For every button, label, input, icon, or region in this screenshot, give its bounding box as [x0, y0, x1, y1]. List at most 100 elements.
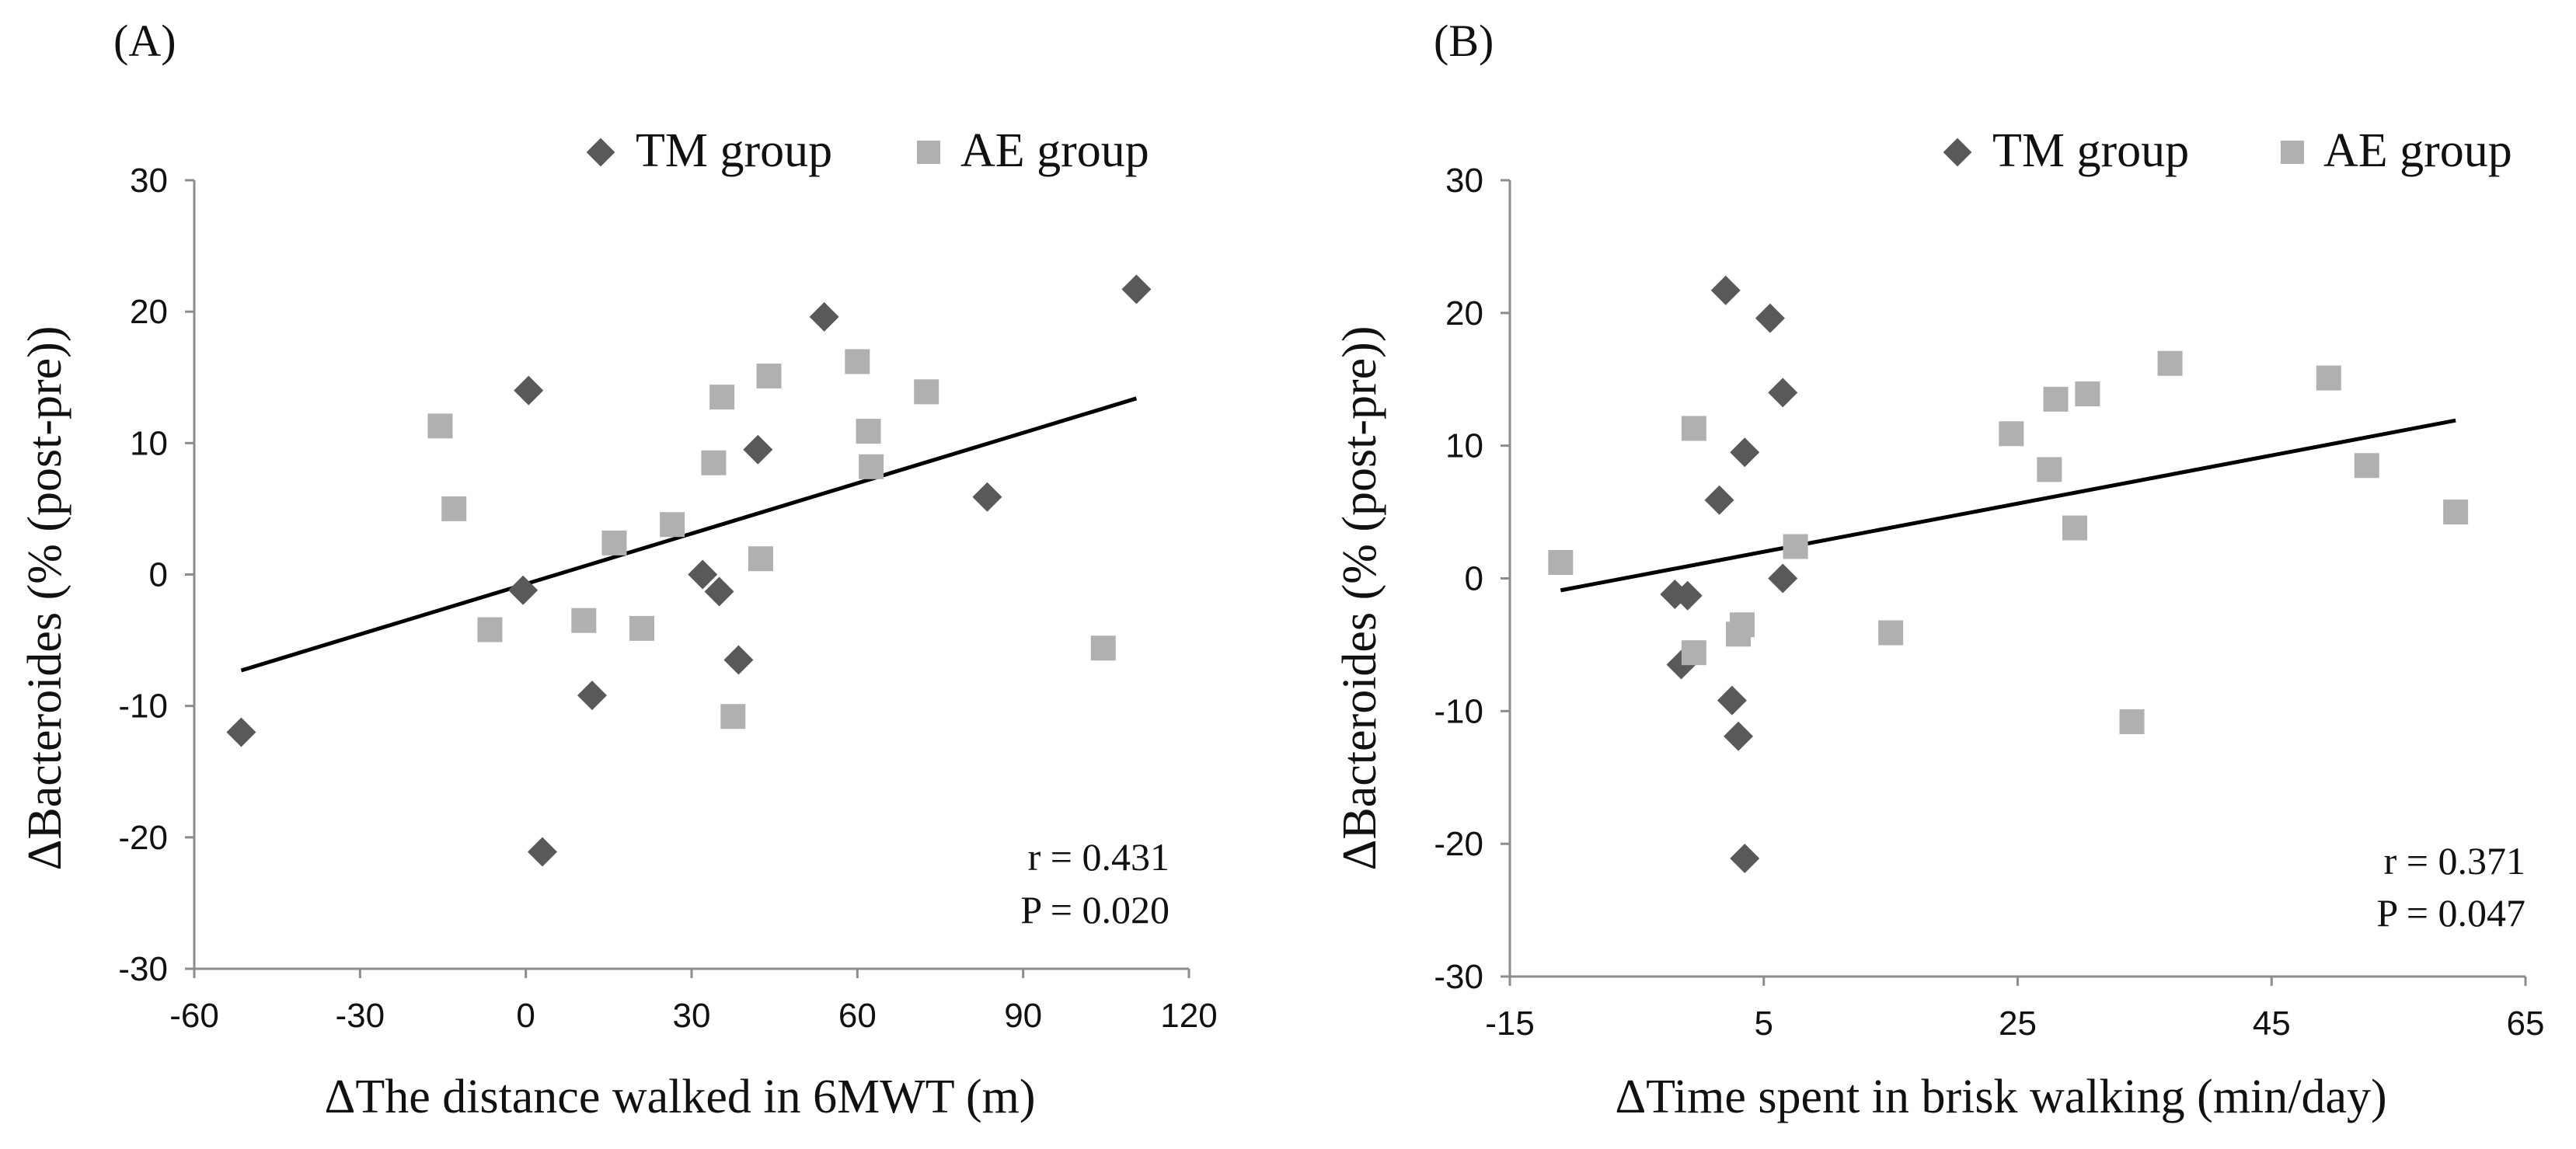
- y-tick-label: -10: [118, 688, 168, 726]
- x-tick-label: 90: [1004, 997, 1042, 1035]
- tm-point: [1717, 685, 1747, 716]
- ae-point: [2043, 386, 2069, 412]
- x-tick-label: -60: [169, 997, 219, 1035]
- ae-point: [1090, 635, 1116, 661]
- legend-marker-tm: [1943, 138, 1972, 167]
- tm-point: [1755, 303, 1785, 333]
- xlabel: ΔTime spent in brisk walking (min/day): [1615, 1071, 2386, 1123]
- ae-point: [427, 413, 453, 439]
- y-tick-label: -30: [118, 950, 168, 988]
- y-tick-label: -10: [1434, 692, 1483, 730]
- ae-point: [720, 704, 746, 729]
- ae-point: [2119, 709, 2145, 734]
- tm-point: [972, 482, 1002, 512]
- ae-point: [2075, 381, 2100, 407]
- ae-point: [859, 454, 884, 479]
- ae-point: [601, 530, 627, 555]
- annotation-p: P = 0.020: [1020, 888, 1169, 931]
- y-tick-label: 30: [1445, 162, 1483, 200]
- tm-point: [723, 645, 754, 675]
- tm-point: [528, 837, 557, 867]
- tm-point: [1730, 437, 1760, 468]
- regression-line: [1560, 418, 2456, 593]
- panel-b: (B) TM group AE group ΔBacteroides (% (p…: [1333, 16, 2544, 1123]
- ae-point: [2037, 457, 2062, 482]
- tm-point: [1710, 275, 1741, 305]
- ae-point: [2354, 453, 2379, 479]
- tm-point: [1704, 485, 1734, 515]
- ae-point: [709, 385, 735, 410]
- ae-point: [2157, 350, 2183, 376]
- legend-marker-ae: [917, 141, 940, 164]
- panel-label: (B): [1434, 16, 1494, 66]
- y-tick-label: 10: [1445, 427, 1483, 465]
- ylabel: ΔBacteroides (% (post-pre)): [1333, 326, 1386, 871]
- y-tick-label: -20: [1434, 825, 1483, 863]
- ae-point: [2443, 500, 2469, 525]
- ae-point: [856, 419, 881, 444]
- annotation-r: r = 0.371: [2384, 839, 2525, 883]
- tm-point: [743, 434, 773, 465]
- x-tick-label: -15: [1485, 1005, 1535, 1043]
- annotation-r: r = 0.431: [1028, 835, 1169, 879]
- ae-point: [1681, 416, 1706, 441]
- x-tick-label: 0: [516, 997, 535, 1035]
- legend: TM group AE group: [1943, 124, 2512, 177]
- tm-point: [577, 681, 607, 711]
- x-tick-label: 45: [2253, 1005, 2291, 1043]
- y-tick-label: -20: [118, 819, 168, 857]
- tm-point: [688, 559, 718, 590]
- legend-label-tm: TM group: [636, 124, 832, 177]
- ae-point: [1783, 534, 1808, 559]
- tm-point: [508, 575, 539, 605]
- ae-point: [441, 496, 467, 521]
- ae-point: [1681, 640, 1706, 666]
- regression-line: [240, 396, 1138, 673]
- y-tick-label: 0: [1465, 560, 1483, 598]
- y-tick-label: 20: [1445, 294, 1483, 333]
- ylabel: ΔBacteroides (% (post-pre)): [19, 326, 71, 871]
- panel-label: (A): [113, 16, 176, 66]
- ae-point: [2062, 515, 2088, 541]
- legend-label-tm: TM group: [1992, 124, 2189, 177]
- x-tick-label: 60: [838, 997, 877, 1035]
- ae-point: [571, 608, 597, 633]
- y-tick-label: 20: [130, 293, 168, 331]
- xlabel: ΔThe distance walked in 6MWT (m): [324, 1071, 1035, 1123]
- ae-point: [1878, 620, 1904, 646]
- ae-point: [660, 512, 685, 538]
- tm-point: [1121, 274, 1152, 305]
- x-tick-label: 5: [1755, 1005, 1773, 1043]
- ae-point: [748, 546, 773, 572]
- tm-point: [1730, 843, 1760, 873]
- tm-point: [1768, 563, 1798, 594]
- tm-point: [1768, 378, 1798, 408]
- legend-marker-ae: [2281, 141, 2304, 164]
- x-tick-label: 25: [1999, 1005, 2037, 1043]
- ae-point: [701, 450, 727, 475]
- legend-label-ae: AE group: [960, 124, 1149, 177]
- legend-marker-tm: [586, 138, 615, 167]
- ae-point: [756, 364, 782, 389]
- annotation-p: P = 0.047: [2376, 891, 2525, 935]
- ae-point: [845, 349, 870, 374]
- y-tick-label: 30: [130, 162, 168, 200]
- tm-point: [704, 576, 734, 607]
- ae-point: [1999, 421, 2024, 447]
- x-tick-label: 30: [673, 997, 711, 1035]
- x-tick-label: 120: [1160, 997, 1217, 1035]
- legend: TM group AE group: [586, 124, 1149, 177]
- panel-a: (A) TM group AE group ΔBacteroides (% (p…: [19, 16, 1218, 1123]
- ae-point: [1548, 550, 1574, 575]
- tm-point: [226, 717, 256, 747]
- tm-point: [809, 301, 839, 332]
- tm-point: [1672, 580, 1703, 611]
- tm-point: [514, 375, 544, 406]
- y-tick-label: 0: [149, 556, 168, 594]
- x-tick-label: -30: [336, 997, 385, 1035]
- plot-area: -30 -20 -10 0 10 20 30 -15 5 25 45 65: [1434, 162, 2544, 1043]
- ae-point: [629, 615, 654, 641]
- legend-label-ae: AE group: [2323, 124, 2512, 177]
